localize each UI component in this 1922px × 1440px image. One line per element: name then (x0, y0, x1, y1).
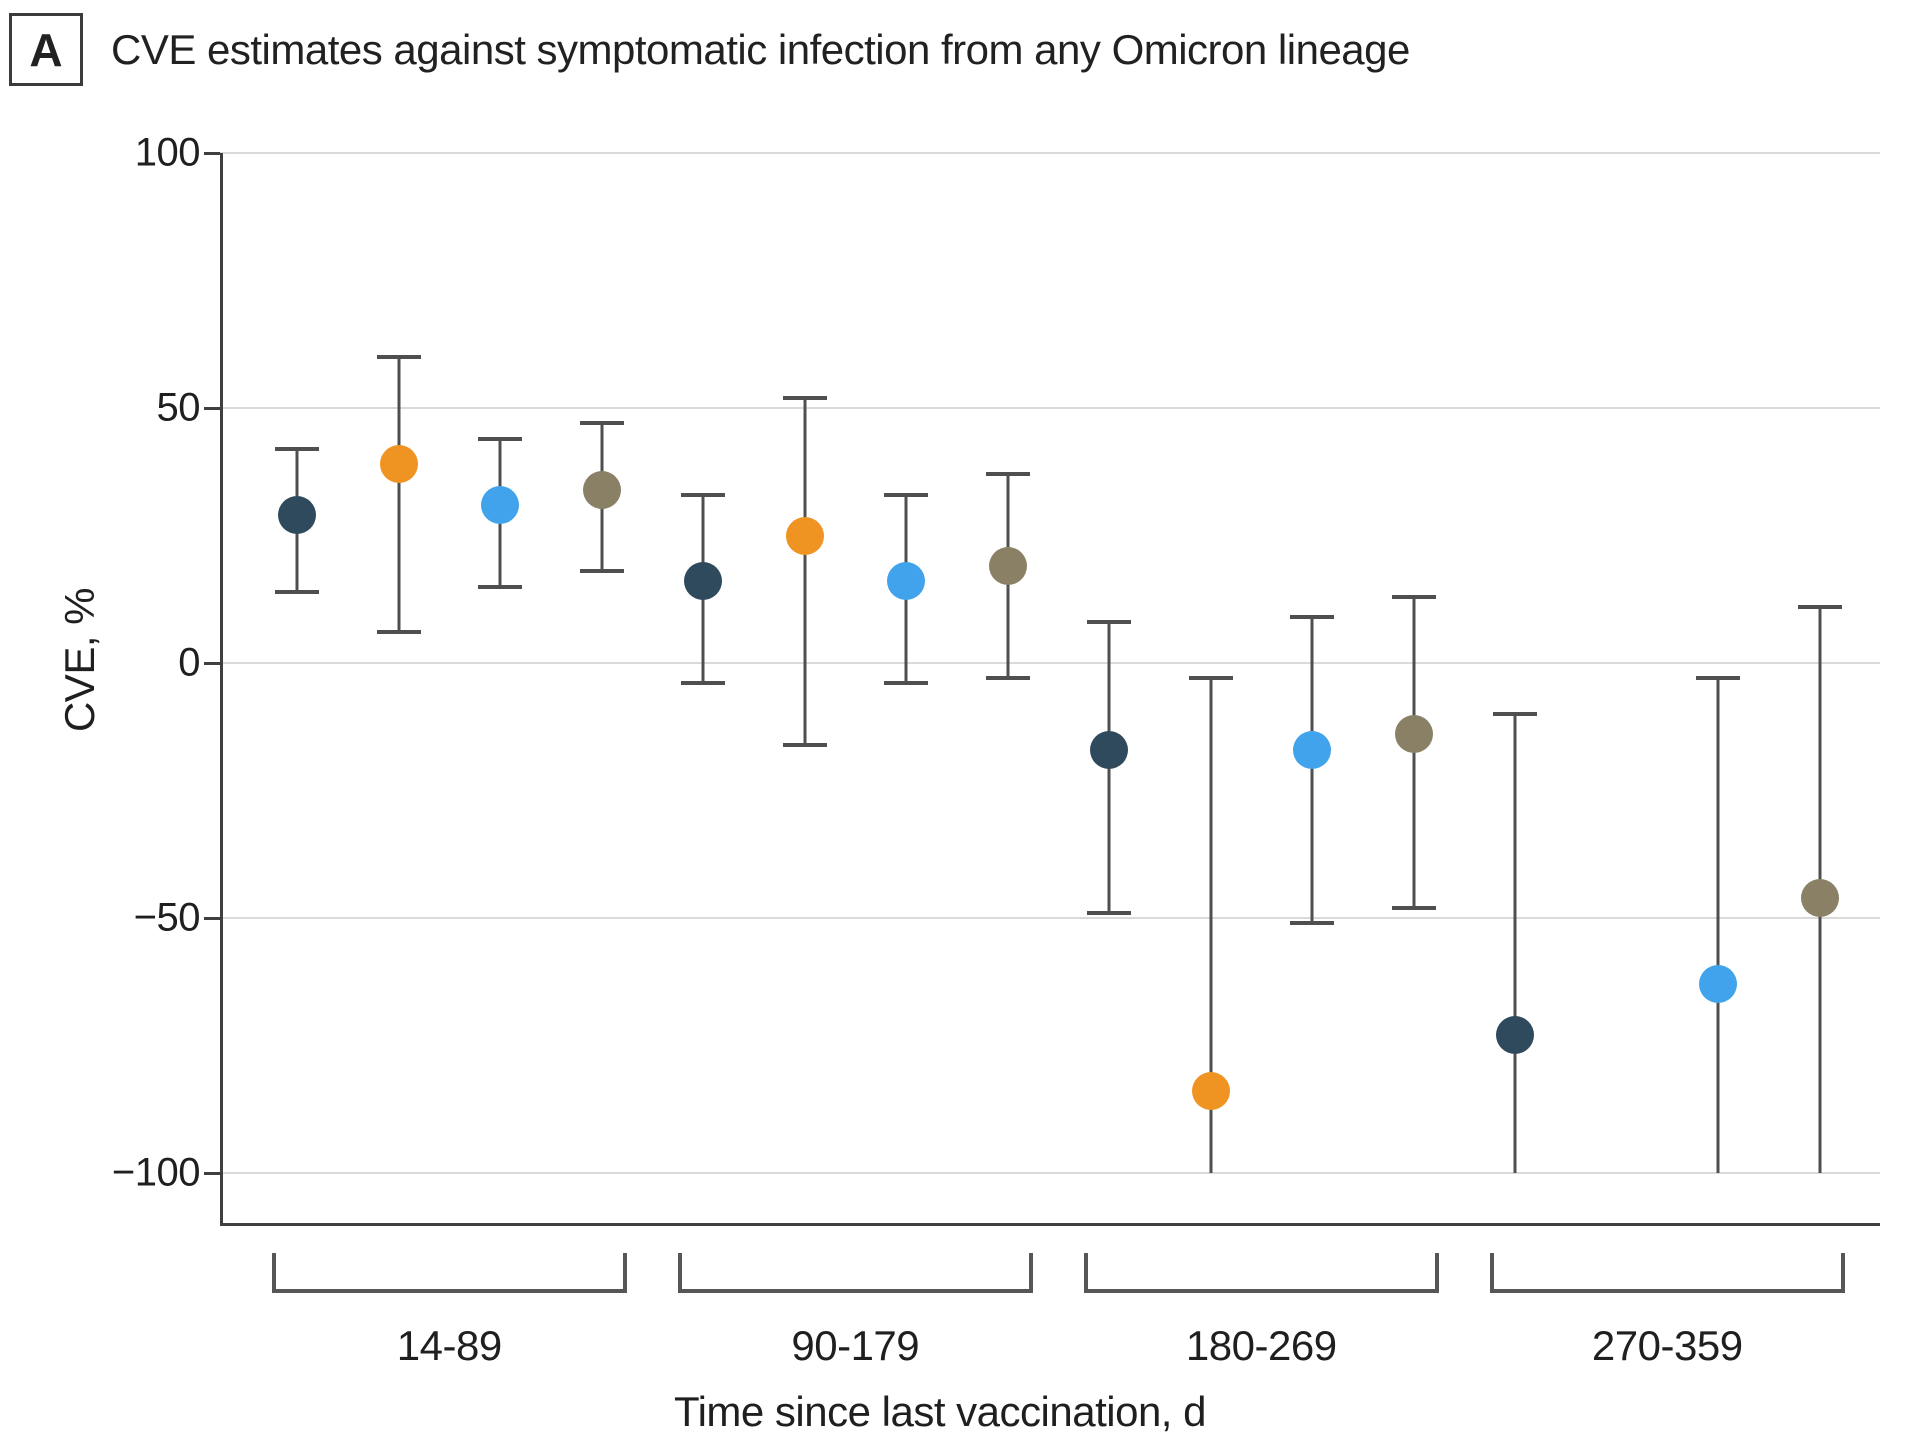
point-dot-olive-270-359 (1800, 878, 1839, 917)
point-dot-sky-blue-90-179 (887, 562, 925, 601)
error-bar-cap-bottom-sky-blue-90-179 (884, 681, 928, 686)
y-axis-tick-0 (204, 662, 220, 665)
group-bracket-270-359 (1489, 1289, 1845, 1293)
error-bar-cap-top-olive-180-269 (1391, 594, 1436, 599)
group-bracket-180-269 (1083, 1289, 1439, 1293)
error-bar-orange-180-269 (1209, 678, 1212, 1173)
x-category-label-14-89: 14-89 (396, 1322, 502, 1369)
point-dot-orange-90-179 (785, 516, 824, 555)
y-axis-tick--100 (204, 1172, 220, 1175)
error-bar-cap-top-sky-blue-270-359 (1696, 676, 1740, 681)
point-dot-orange-180-269 (1191, 1072, 1230, 1111)
error-bar-cap-top-navy-90-179 (681, 492, 725, 497)
group-bracket-tick-left-270-359 (1489, 1253, 1494, 1289)
x-category-label-90-179: 90-179 (791, 1322, 920, 1369)
point-dot-olive-180-269 (1394, 715, 1433, 754)
error-bar-cap-top-navy-270-359 (1493, 712, 1537, 716)
error-bar-cap-top-sky-blue-90-179 (884, 492, 928, 497)
error-bar-cap-top-olive-270-359 (1797, 604, 1842, 609)
error-bar-cap-top-orange-180-269 (1188, 676, 1233, 681)
gridline-y--100 (220, 1172, 1880, 1174)
group-bracket-90-179 (677, 1289, 1033, 1293)
y-axis-tick--50 (204, 917, 220, 920)
error-bar-orange-90-179 (803, 397, 806, 745)
error-bar-sky-blue-270-359 (1716, 678, 1720, 1173)
y-tick-label-0: 0 (178, 640, 200, 685)
point-dot-sky-blue-14-89 (481, 485, 519, 524)
panel-label: A (29, 23, 63, 76)
y-axis-line (220, 153, 223, 1226)
error-bar-orange-14-89 (397, 357, 400, 633)
group-bracket-tick-right-90-179 (1028, 1253, 1033, 1289)
error-bar-cap-bottom-sky-blue-180-269 (1290, 921, 1334, 926)
y-tick-label-100: 100 (134, 130, 201, 175)
error-bar-cap-bottom-navy-90-179 (681, 681, 725, 686)
error-bar-cap-top-olive-14-89 (579, 421, 624, 426)
point-dot-sky-blue-180-269 (1293, 730, 1331, 769)
error-bar-cap-top-navy-180-269 (1087, 620, 1131, 625)
error-bar-cap-bottom-navy-14-89 (275, 589, 319, 594)
gridline-y--50 (220, 917, 1880, 919)
error-bar-cap-top-sky-blue-14-89 (478, 436, 522, 441)
point-dot-navy-14-89 (278, 496, 316, 535)
error-bar-cap-bottom-olive-90-179 (985, 676, 1030, 681)
point-dot-olive-14-89 (582, 470, 621, 509)
group-bracket-tick-right-180-269 (1434, 1253, 1439, 1289)
x-axis-bottom-border (220, 1223, 1880, 1226)
error-bar-cap-top-orange-14-89 (376, 355, 421, 359)
gridline-y-100 (220, 152, 1880, 154)
error-bar-cap-top-sky-blue-180-269 (1290, 615, 1334, 620)
figure-title: CVE estimates against symptomatic infect… (111, 25, 1410, 73)
y-axis-tick-100 (204, 152, 220, 155)
error-bar-cap-bottom-olive-180-269 (1391, 905, 1436, 910)
x-category-label-180-269: 180-269 (1185, 1322, 1337, 1369)
group-bracket-tick-right-270-359 (1840, 1253, 1845, 1289)
error-bar-navy-270-359 (1513, 714, 1517, 1173)
error-bar-cap-top-navy-14-89 (275, 446, 319, 451)
point-dot-navy-270-359 (1496, 1016, 1534, 1055)
error-bar-cap-bottom-navy-180-269 (1087, 910, 1131, 915)
gridline-y-0 (220, 662, 1880, 664)
error-bar-cap-top-orange-90-179 (782, 395, 827, 400)
error-bar-cap-top-olive-90-179 (985, 472, 1030, 477)
group-bracket-tick-left-90-179 (677, 1253, 682, 1289)
point-dot-navy-180-269 (1090, 730, 1128, 769)
error-bar-cap-bottom-sky-blue-14-89 (478, 584, 522, 589)
error-bar-sky-blue-180-269 (1310, 617, 1314, 924)
error-bar-cap-bottom-orange-14-89 (376, 630, 421, 635)
error-bar-cap-bottom-olive-14-89 (579, 569, 624, 574)
panel-label-box: A (9, 13, 83, 86)
group-bracket-14-89 (271, 1289, 627, 1293)
figure-header: A CVE estimates against symptomatic infe… (9, 13, 1410, 86)
group-bracket-tick-left-14-89 (271, 1253, 276, 1289)
y-axis-title: CVE, % (56, 587, 104, 733)
y-tick-label-50: 50 (156, 385, 201, 430)
point-dot-olive-90-179 (988, 547, 1027, 586)
gridline-y-50 (220, 407, 1880, 409)
error-bar-cap-bottom-orange-90-179 (782, 742, 827, 747)
y-tick-label--100: −100 (111, 1150, 201, 1195)
y-axis-tick-50 (204, 407, 220, 410)
point-dot-sky-blue-270-359 (1699, 965, 1737, 1004)
x-category-label-270-359: 270-359 (1591, 1322, 1743, 1369)
group-bracket-tick-right-14-89 (622, 1253, 627, 1289)
x-axis-title: Time since last vaccination, d (673, 1388, 1207, 1435)
y-tick-label--50: −50 (133, 895, 201, 940)
point-dot-orange-14-89 (379, 445, 418, 484)
group-bracket-tick-left-180-269 (1083, 1253, 1088, 1289)
point-dot-navy-90-179 (684, 562, 722, 601)
